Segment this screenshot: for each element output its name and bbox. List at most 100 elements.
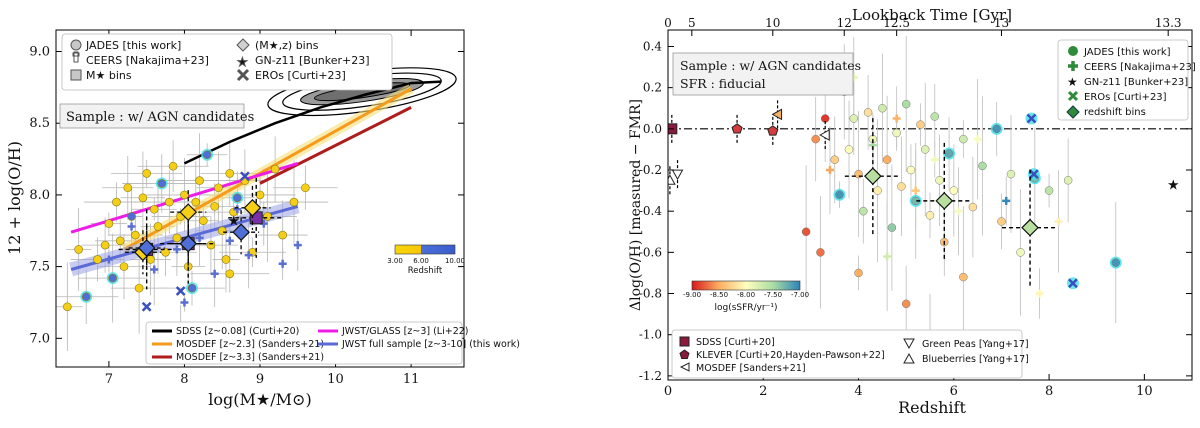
r-galaxy-point xyxy=(830,155,839,164)
right-y-tick-label: -1.0 xyxy=(639,328,662,342)
galaxy-point xyxy=(180,190,189,200)
rlegend-jades-marker xyxy=(1068,46,1078,56)
galaxy-point xyxy=(172,233,182,243)
ceers-point xyxy=(233,205,242,214)
right-x-tick-label: 10 xyxy=(1136,384,1153,399)
r-galaxy-point xyxy=(854,169,863,179)
galaxy-point xyxy=(301,183,310,193)
r-ceers-point xyxy=(911,186,920,195)
rlegend-eros-marker xyxy=(1067,90,1079,102)
r-galaxy-point xyxy=(892,128,901,138)
right-x-tick-label: 4 xyxy=(854,384,862,399)
galaxy-point xyxy=(81,292,91,302)
r-ceers-point xyxy=(892,114,901,123)
r-galaxy-point xyxy=(920,145,930,154)
r-galaxy-point xyxy=(992,124,1001,134)
right-lowz-label-0: SDSS [Curti+20] xyxy=(696,337,775,348)
relation-line-1 xyxy=(123,87,412,251)
galaxy-point xyxy=(195,176,204,185)
r-galaxy-point xyxy=(835,190,844,199)
ceers-point xyxy=(293,241,302,250)
eros-point xyxy=(175,286,186,296)
zbar-tick-2: 10.00 xyxy=(445,257,465,265)
left-legend-label-0: JADES [this work] xyxy=(85,39,181,52)
right-legend-label-0: JADES [this work] xyxy=(1083,47,1171,58)
right-panel-fmr-offset: ★ 0 2 4 6 8 10 0.4 0.2 0.0 -0.2 -0.4 -0.6 -0.8 -1.0 -1… xyxy=(628,6,1196,417)
galaxy-point xyxy=(270,164,280,174)
galaxy-point xyxy=(134,283,144,293)
right-plot-frame xyxy=(667,29,1193,381)
legend-mass-bins-marker xyxy=(70,69,82,81)
right-lowz-label-4: Blueberries [Yang+17] xyxy=(922,354,1029,365)
ssfr-colorbar: -9.00 -8.50 -8.00 -7.50 -7.00 log(sSFR/y… xyxy=(683,280,809,313)
galaxy-point xyxy=(153,222,163,231)
left-line-legend-1: MOSDEF [z~2.3] (Sanders+21) xyxy=(176,339,324,350)
galaxy-point xyxy=(210,202,219,211)
left-legend-label-2: M★ bins xyxy=(86,69,132,82)
galaxy-point xyxy=(187,283,197,293)
r-galaxy-point xyxy=(916,120,925,129)
eros-point xyxy=(141,301,152,312)
zbar-tick-1: 6.00 xyxy=(413,257,429,265)
r-galaxy-point xyxy=(1044,186,1054,195)
r-galaxy-point xyxy=(854,268,863,278)
left-x-tick-label: 8 xyxy=(180,372,188,387)
r-eros-point xyxy=(1026,113,1037,124)
left-x-tick-label: 9 xyxy=(256,372,264,387)
right-y-tick-label: 0.0 xyxy=(643,122,662,136)
sbar-tick-3: -7.50 xyxy=(764,291,782,299)
galaxy-point xyxy=(199,216,208,226)
zbin-point xyxy=(863,167,882,186)
r-galaxy-point xyxy=(901,99,911,109)
ceers-point xyxy=(127,222,136,231)
rlegend-blueberries-marker xyxy=(903,352,915,364)
r-ceers-point xyxy=(883,252,892,261)
left-sample-label-box: Sample : w/ AGN candidates xyxy=(59,103,254,129)
r-ceers-point xyxy=(954,207,963,216)
left-x-tick-label: 10 xyxy=(327,372,344,387)
galaxy-point xyxy=(104,219,114,228)
r-galaxy-point xyxy=(959,134,968,144)
galaxy-point xyxy=(217,226,227,236)
right-y-tick-label: 0.4 xyxy=(643,39,662,53)
ceers-point xyxy=(225,236,234,245)
r-galaxy-point xyxy=(1063,176,1073,185)
right-top-tick-label: 13.3 xyxy=(1155,16,1182,30)
right-lowz-legend: SDSS [Curti+20] KLEVER [Curti+20,Hayden-… xyxy=(671,329,1029,379)
right-y-axis-label: Δlog(O/H) [measured − FMR] xyxy=(628,99,644,311)
right-axes: 0 2 4 6 8 10 0.4 0.2 0.0 -0.2 -0.4 -0.6 -0.8 -1.0 -1.2… xyxy=(639,16,1192,399)
right-top-tick-label: 12.5 xyxy=(883,16,910,30)
galaxy-point xyxy=(168,161,178,171)
r-ceers-point xyxy=(1035,289,1044,298)
left-x-tick-label: 7 xyxy=(105,372,113,387)
r-galaxy-point xyxy=(930,112,940,121)
right-sample-label-box: Sample : w/ AGN candidates SFR : fiducia… xyxy=(672,52,861,96)
r-galaxy-point xyxy=(949,186,959,195)
left-line-legend-3: JWST/GLASS [z~3] (Li+22) xyxy=(341,326,469,337)
r-galaxy-point xyxy=(849,114,859,123)
r-galaxy-point xyxy=(935,176,944,185)
galaxy-point xyxy=(225,269,235,279)
sbar-tick-0: -9.00 xyxy=(683,291,701,299)
left-legend-label-5: EROs [Curti+23] xyxy=(255,69,346,82)
lowz-mosdef-point xyxy=(819,129,830,141)
r-ceers-point xyxy=(930,155,939,164)
left-x-tick-label: 11 xyxy=(403,372,420,387)
r-ceers-point xyxy=(825,166,834,174)
right-plot-marks: ★ xyxy=(668,36,1192,376)
ceers-point xyxy=(210,269,219,278)
right-y-tick-label: -0.8 xyxy=(639,287,662,301)
left-legend-label-1: CEERS [Nakajima+23] xyxy=(86,54,209,67)
zbar-label: Redshift xyxy=(408,266,443,276)
right-legend-label-2: GN-z11 [Bunker+23] xyxy=(1084,77,1188,88)
rlegend-mosdef-marker xyxy=(679,362,690,372)
galaxy-point xyxy=(278,230,287,240)
galaxy-point xyxy=(115,236,125,246)
r-galaxy-point xyxy=(873,186,882,195)
right-x-tick-label: 2 xyxy=(759,384,767,399)
r-galaxy-point xyxy=(959,272,968,282)
galaxy-point xyxy=(214,183,223,193)
r-eros-point xyxy=(1068,278,1078,289)
galaxy-point xyxy=(149,204,159,214)
